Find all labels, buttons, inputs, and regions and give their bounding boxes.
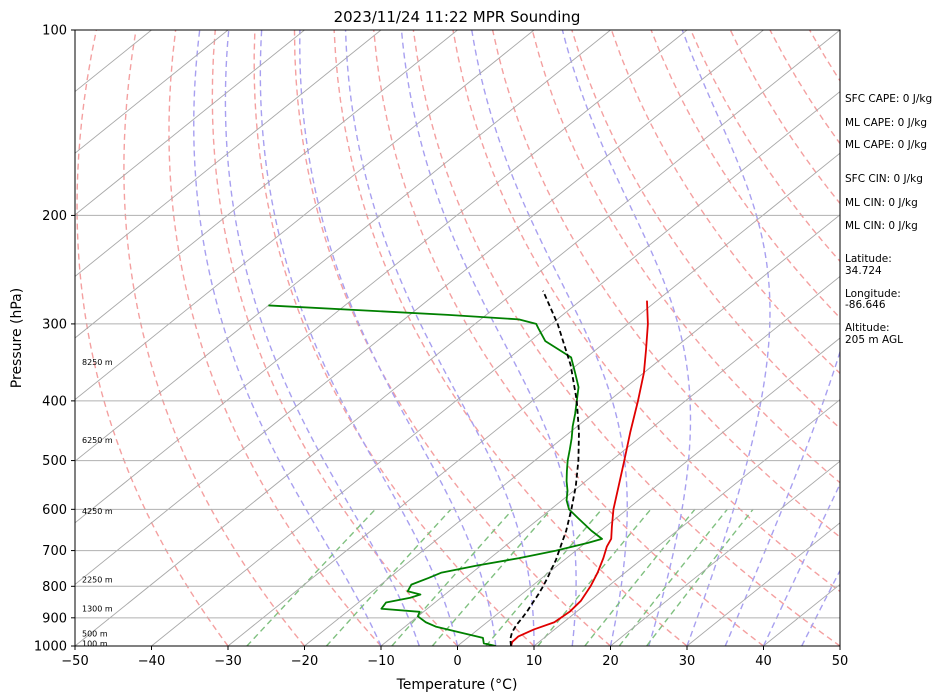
stat-sfc-cape: SFC CAPE: 0 J/kg <box>845 93 932 105</box>
isotherm <box>75 30 382 277</box>
dry-adiabat <box>571 30 840 430</box>
dry-adiabat <box>333 30 688 646</box>
parcel-path <box>509 290 580 646</box>
height-label: 2250 m <box>82 576 113 585</box>
stat-ml-cin: ML CIN: 0 J/kg <box>845 197 918 209</box>
y-tick-label: 200 <box>42 209 67 224</box>
height-label: 6250 m <box>82 436 113 445</box>
height-label: 100 m <box>82 639 108 648</box>
dry-adiabat <box>76 30 229 646</box>
x-tick-label: 40 <box>755 654 772 669</box>
isotherm <box>151 91 840 646</box>
dry-adiabat <box>928 30 947 646</box>
y-tick-label: 600 <box>42 503 67 518</box>
x-tick-label: 50 <box>832 654 849 669</box>
stat-ml-cin-2: ML CIN: 0 J/kg <box>845 220 918 232</box>
dry-adiabat <box>412 30 840 646</box>
isotherm <box>686 522 840 646</box>
moist-adiabat <box>561 30 692 646</box>
isotherm <box>227 152 840 646</box>
dry-adiabat <box>610 30 840 375</box>
mixing-ratio-line <box>537 508 652 646</box>
chart-title: 2023/11/24 11:22 MPR Sounding <box>334 8 581 26</box>
mixing-ratio-line <box>584 508 696 646</box>
y-tick-label: 400 <box>42 394 67 409</box>
longitude-label: Longitude: <box>845 288 901 300</box>
y-axis-label: Pressure (hPa) <box>9 288 25 388</box>
profile-lines <box>268 290 649 646</box>
dry-adiabat <box>123 30 306 646</box>
height-label: 1300 m <box>82 605 113 614</box>
isotherm <box>610 460 840 646</box>
x-tick-label: −10 <box>367 654 394 669</box>
height-label: 4250 m <box>82 507 113 516</box>
y-tick-label: 300 <box>42 317 67 332</box>
x-tick-label: −40 <box>138 654 165 669</box>
isotherm <box>533 399 840 646</box>
mixing-ratio-line <box>391 508 514 646</box>
background-lines <box>75 30 947 646</box>
dry-adiabat <box>211 30 458 646</box>
moist-adiabat <box>724 30 840 646</box>
dry-adiabat <box>373 30 764 646</box>
temperature-profile <box>510 300 649 646</box>
altitude-value: 205 m AGL <box>845 334 903 346</box>
x-tick-label: −30 <box>214 654 241 669</box>
isotherm <box>75 30 764 585</box>
latitude-label: Latitude: <box>845 253 892 265</box>
dry-adiabat <box>253 30 535 646</box>
isotherm <box>75 30 688 524</box>
stat-ml-cape-2: ML CAPE: 0 J/kg <box>845 139 927 151</box>
isotherm <box>304 214 840 646</box>
moist-adiabat <box>193 30 382 646</box>
moist-adiabat <box>681 30 771 646</box>
dry-adiabat <box>168 30 382 646</box>
moist-adiabat <box>400 30 577 646</box>
y-tick-label: 900 <box>42 611 67 626</box>
stat-sfc-cin: SFC CIN: 0 J/kg <box>845 173 923 185</box>
mixing-ratio-line <box>431 508 552 646</box>
mixing-ratio-line <box>246 508 376 646</box>
y-tick-label: 500 <box>42 454 67 469</box>
isotherm <box>75 30 229 154</box>
stats-panel: SFC CAPE: 0 J/kg ML CAPE: 0 J/kg ML CAPE… <box>845 93 932 346</box>
y-tick-label: 1000 <box>34 640 67 655</box>
mixing-ratio-line <box>485 508 603 646</box>
moist-adiabat <box>299 30 497 646</box>
x-tick-label: 30 <box>679 654 696 669</box>
x-tick-label: −50 <box>61 654 88 669</box>
x-tick-label: 0 <box>453 654 461 669</box>
y-tick-label: 700 <box>42 544 67 559</box>
dry-adiabat <box>452 30 840 593</box>
x-tick-label: 10 <box>526 654 543 669</box>
dewpoint-profile <box>268 304 603 646</box>
x-tick-label: −20 <box>291 654 318 669</box>
moist-adiabat <box>344 30 535 646</box>
y-tick-label: 800 <box>42 580 67 595</box>
altitude-label: Altitude: <box>845 322 890 334</box>
isotherm <box>75 30 305 216</box>
x-axis-label: Temperature (°C) <box>396 677 518 693</box>
isotherm <box>75 30 611 462</box>
isotherm <box>75 30 535 401</box>
height-label: 500 m <box>82 630 108 639</box>
y-tick-label: 100 <box>42 24 67 39</box>
isotherm <box>75 30 458 339</box>
longitude-value: -86.646 <box>845 299 886 311</box>
x-tick-label: 20 <box>602 654 619 669</box>
stat-ml-cape: ML CAPE: 0 J/kg <box>845 117 927 129</box>
isotherm <box>380 275 840 646</box>
moist-adiabat <box>259 30 459 646</box>
latitude-value: 34.724 <box>845 265 882 277</box>
dry-adiabat <box>650 30 840 319</box>
isotherm <box>75 30 840 646</box>
height-label: 8250 m <box>82 358 113 367</box>
dry-adiabat <box>293 30 611 646</box>
